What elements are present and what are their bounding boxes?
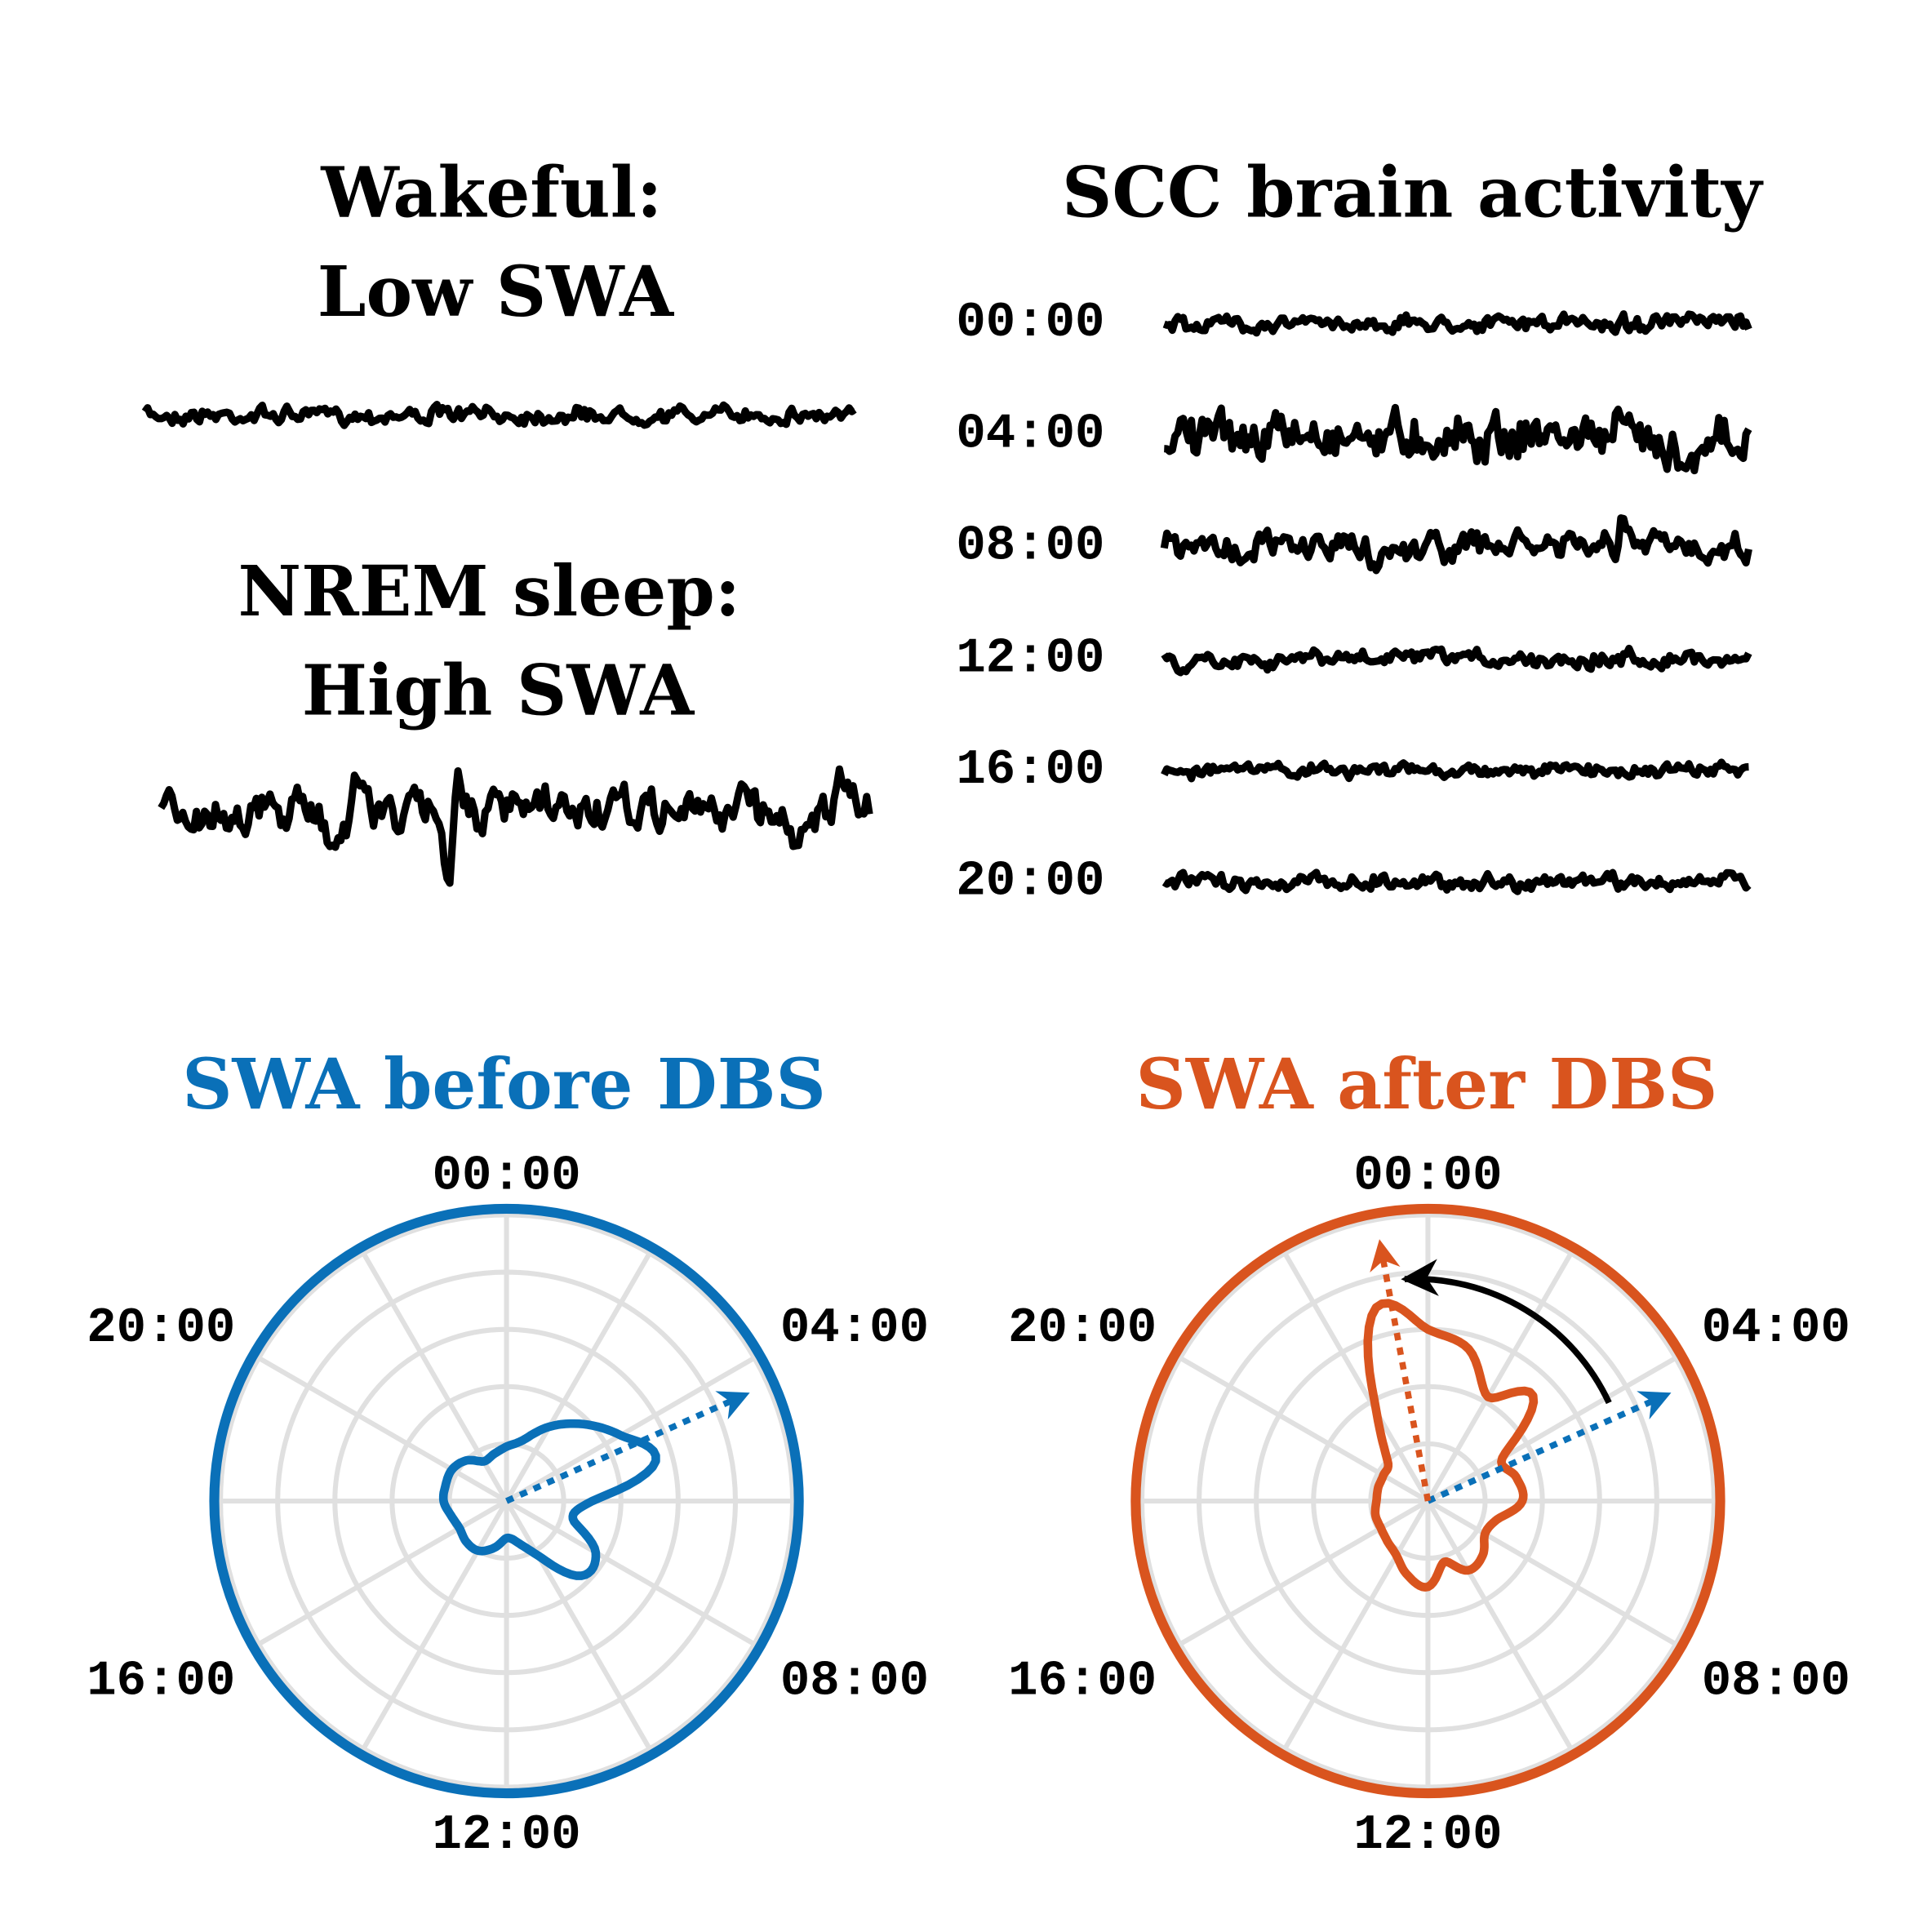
angular-label: 00:00 <box>1353 1148 1502 1205</box>
scc-trace-20:00 <box>1161 868 1752 895</box>
trace-label: 16:00 <box>956 742 1104 798</box>
angular-label: 12:00 <box>433 1807 581 1863</box>
trace-label: 00:00 <box>956 295 1104 351</box>
angular-label: 00:00 <box>433 1148 581 1205</box>
scc-trace-04:00 <box>1163 403 1752 475</box>
scc-trace-08:00 <box>1160 514 1752 575</box>
angular-label: 12:00 <box>1353 1807 1502 1863</box>
grid-spoke <box>504 1251 652 1503</box>
scc-title: SCC brain activity <box>1062 153 1764 234</box>
angular-label: 08:00 <box>780 1654 929 1710</box>
grid-spoke <box>1282 1499 1431 1751</box>
polar-before: 00:00 04:00 08:00 12:00 16:00 20:00 <box>87 1148 929 1863</box>
outer-ring <box>209 1203 804 1799</box>
angular-label: 20:00 <box>87 1300 235 1357</box>
angular-label: 08:00 <box>1702 1654 1850 1710</box>
grid-spoke <box>257 1356 509 1503</box>
trace-label: 12:00 <box>956 630 1104 686</box>
angular-label: 20:00 <box>1008 1300 1157 1357</box>
scc-trace-00:00 <box>1162 310 1752 337</box>
nrem-title-line1: NREM sleep: <box>238 551 741 633</box>
trace-label: 08:00 <box>956 517 1104 574</box>
scc-trace-16:00 <box>1161 758 1750 783</box>
trace-label: 20:00 <box>956 853 1104 909</box>
angular-label: 16:00 <box>87 1654 235 1710</box>
grid-spoke <box>1282 1251 1431 1503</box>
grid-spoke <box>1425 1251 1574 1503</box>
grid-spoke <box>257 1499 509 1646</box>
grid-spoke <box>505 1499 756 1646</box>
peak-arrow <box>1426 1391 1672 1504</box>
grid-spoke <box>361 1499 509 1751</box>
angular-label: 16:00 <box>1008 1654 1157 1710</box>
shift-arrow <box>1401 1259 1612 1405</box>
grid-spoke <box>1179 1499 1429 1646</box>
angular-label: 04:00 <box>780 1300 929 1357</box>
polar-after: 00:00 04:00 08:00 12:00 16:00 20:00 <box>1008 1148 1850 1863</box>
before-title: SWA before DBS <box>182 1044 826 1126</box>
wake-trace <box>141 401 857 429</box>
grid-spoke <box>505 1356 756 1503</box>
grid-spoke <box>504 1499 652 1751</box>
grid-spoke <box>1426 1356 1677 1503</box>
scc-trace-12:00 <box>1161 644 1752 677</box>
after-title: SWA after DBS <box>1136 1044 1718 1126</box>
wake-title-line1: Wakeful: <box>320 153 662 234</box>
trace-label: 04:00 <box>956 406 1104 463</box>
swa-curve <box>438 1419 660 1580</box>
grid-spoke <box>1426 1499 1677 1646</box>
outer-ring <box>1130 1203 1725 1799</box>
nrem-trace <box>158 765 873 887</box>
nrem-title-line2: High SWA <box>302 650 695 731</box>
wake-title-line2: Low SWA <box>318 251 674 333</box>
angular-label: 04:00 <box>1702 1300 1850 1357</box>
grid-spoke <box>1425 1499 1574 1751</box>
swa-curve <box>1363 1299 1539 1592</box>
